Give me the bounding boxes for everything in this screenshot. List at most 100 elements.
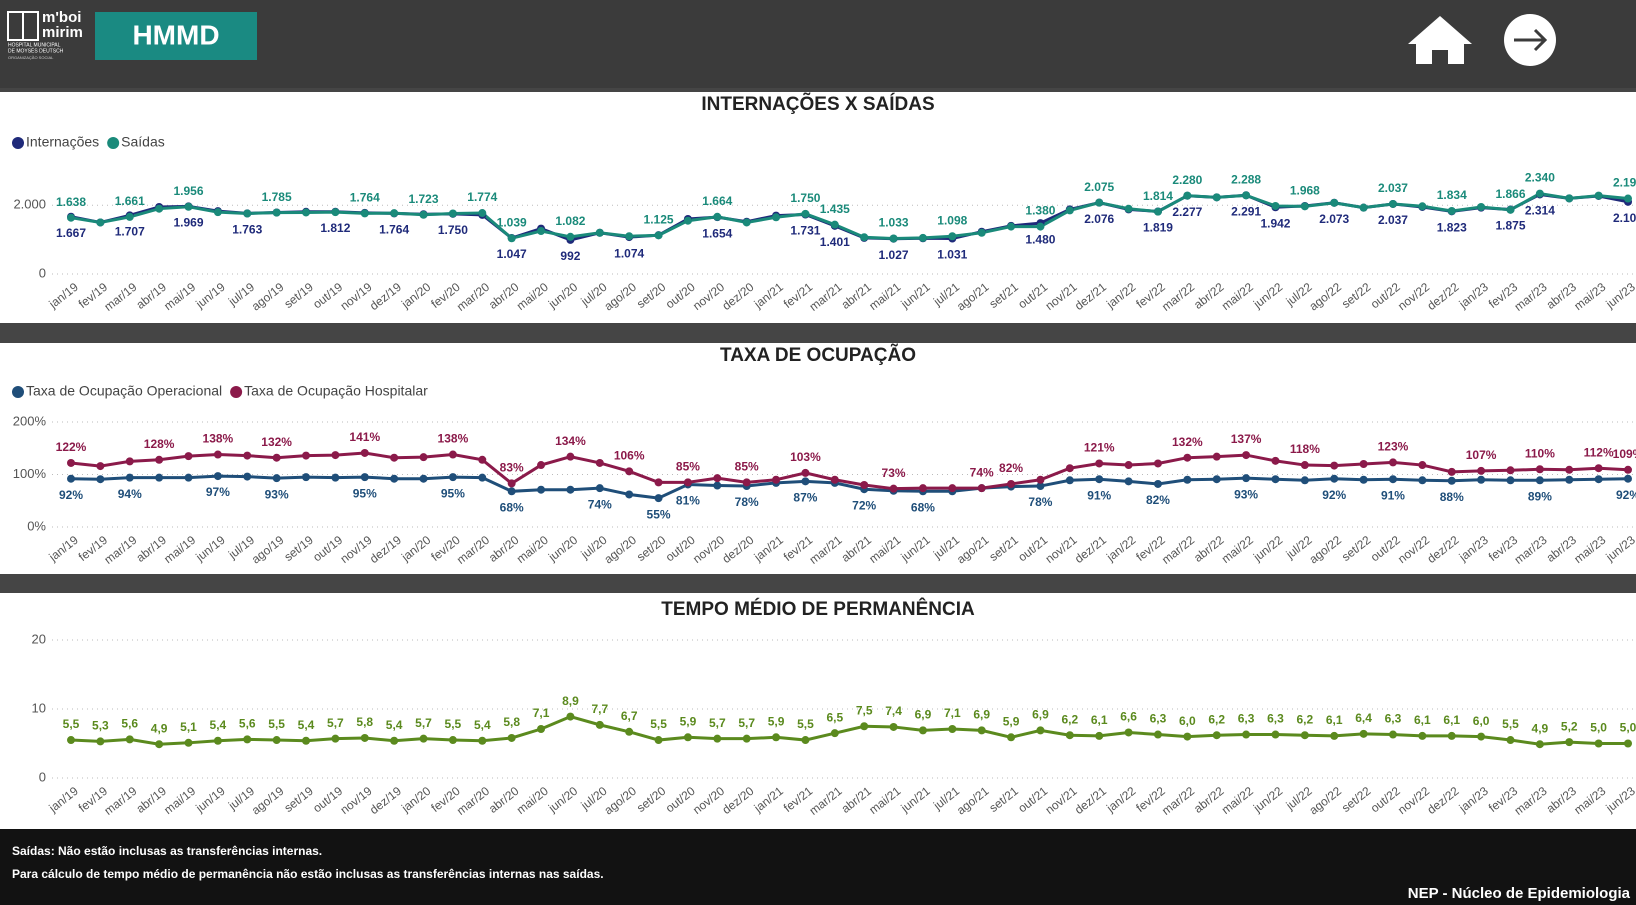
data-label: 91%	[1087, 488, 1111, 502]
data-label: 1.082	[555, 214, 585, 228]
data-point	[713, 481, 722, 490]
data-point	[1065, 476, 1074, 485]
data-label: 6,2	[1297, 712, 1314, 726]
data-point	[1359, 729, 1368, 738]
data-point	[96, 475, 105, 484]
data-label: 1.750	[438, 223, 468, 237]
data-point	[1624, 739, 1632, 748]
header-bar	[0, 0, 1636, 88]
next-button[interactable]	[1504, 14, 1556, 66]
data-label: 1.125	[644, 213, 674, 227]
home-button[interactable]	[1408, 16, 1472, 64]
data-point	[772, 213, 781, 222]
data-point	[948, 232, 957, 241]
data-point	[360, 448, 369, 457]
data-label: 132%	[1172, 435, 1203, 449]
chart-title: TEMPO MÉDIO DE PERMANÊNCIA	[661, 598, 975, 620]
data-label: 92%	[59, 488, 83, 502]
data-label: 1.763	[232, 223, 262, 237]
data-point	[1535, 189, 1544, 198]
data-point	[213, 208, 222, 217]
data-point	[625, 467, 634, 476]
data-label: 6,9	[915, 708, 932, 722]
data-point	[419, 734, 428, 743]
data-label: 2.037	[1378, 181, 1408, 195]
data-label: 5,5	[445, 717, 462, 731]
hmmd-button[interactable]	[95, 12, 257, 60]
data-point	[595, 458, 604, 467]
data-label: 134%	[555, 434, 586, 448]
hmmd-button-label[interactable]: HMMD	[132, 19, 219, 50]
data-label: 97%	[206, 485, 230, 499]
data-point	[478, 209, 487, 218]
data-point	[1095, 731, 1104, 740]
data-point	[1506, 466, 1515, 475]
data-label: 2.291	[1231, 204, 1261, 218]
data-label: 1.774	[467, 190, 497, 204]
data-label: 103%	[790, 450, 821, 464]
data-point	[302, 208, 311, 217]
data-point	[1271, 475, 1280, 484]
data-point	[331, 451, 340, 460]
data-point	[302, 451, 311, 460]
data-point	[918, 726, 927, 735]
data-point	[1418, 461, 1427, 470]
data-point	[155, 455, 164, 464]
data-label: 2.076	[1084, 212, 1114, 226]
data-point	[654, 736, 663, 745]
data-label: 138%	[438, 432, 469, 446]
data-label: 88%	[1440, 490, 1464, 504]
legend-label: Taxa de Ocupação Operacional	[26, 383, 222, 399]
data-label: 7,5	[856, 703, 873, 717]
legend-label: Saídas	[121, 134, 165, 150]
data-point	[1300, 476, 1309, 485]
data-point	[1330, 198, 1339, 207]
data-point	[448, 209, 457, 218]
data-label: 89%	[1528, 489, 1552, 503]
series-line	[70, 715, 1628, 746]
data-point	[419, 453, 428, 462]
data-point	[448, 450, 457, 459]
data-point	[1535, 476, 1544, 485]
data-point	[742, 734, 751, 743]
data-point	[801, 468, 810, 477]
series-line	[70, 191, 1629, 240]
data-point	[918, 484, 927, 493]
data-point	[1594, 191, 1603, 200]
data-point	[243, 735, 252, 744]
data-label: 8,9	[562, 694, 579, 708]
data-point	[1065, 464, 1074, 473]
data-point	[948, 725, 957, 734]
y-tick-label: 0	[39, 265, 46, 280]
data-point	[302, 736, 311, 745]
data-label: 2.314	[1525, 204, 1555, 218]
data-label: 6,5	[826, 710, 843, 724]
data-point	[537, 725, 546, 734]
data-point	[860, 722, 869, 731]
data-label: 107%	[1466, 448, 1497, 462]
data-label: 5,5	[797, 717, 814, 731]
data-point	[977, 484, 986, 493]
data-point	[1565, 475, 1574, 484]
next-arrow[interactable]	[1514, 28, 1548, 52]
data-label: 122%	[56, 440, 87, 454]
data-point	[625, 490, 634, 499]
data-label: 2.195	[1613, 176, 1636, 190]
data-point	[1095, 475, 1104, 484]
data-label: 82%	[1146, 493, 1170, 507]
data-point	[625, 727, 634, 736]
y-tick-label: 200%	[13, 413, 47, 428]
data-label: 121%	[1084, 441, 1115, 455]
data-label: 138%	[203, 432, 234, 446]
data-label: 109%	[1613, 447, 1636, 461]
footer-note: Saídas: Não estão inclusas as transferên…	[12, 844, 322, 858]
data-point	[1124, 204, 1133, 213]
y-tick-label: 0	[39, 769, 46, 784]
data-point	[96, 462, 105, 471]
data-point	[1447, 467, 1456, 476]
data-label: 123%	[1378, 440, 1409, 454]
data-label: 5,1	[180, 720, 197, 734]
data-label: 6,2	[1061, 712, 1078, 726]
home-icon[interactable]	[1408, 16, 1472, 64]
data-label: 74%	[970, 465, 994, 479]
